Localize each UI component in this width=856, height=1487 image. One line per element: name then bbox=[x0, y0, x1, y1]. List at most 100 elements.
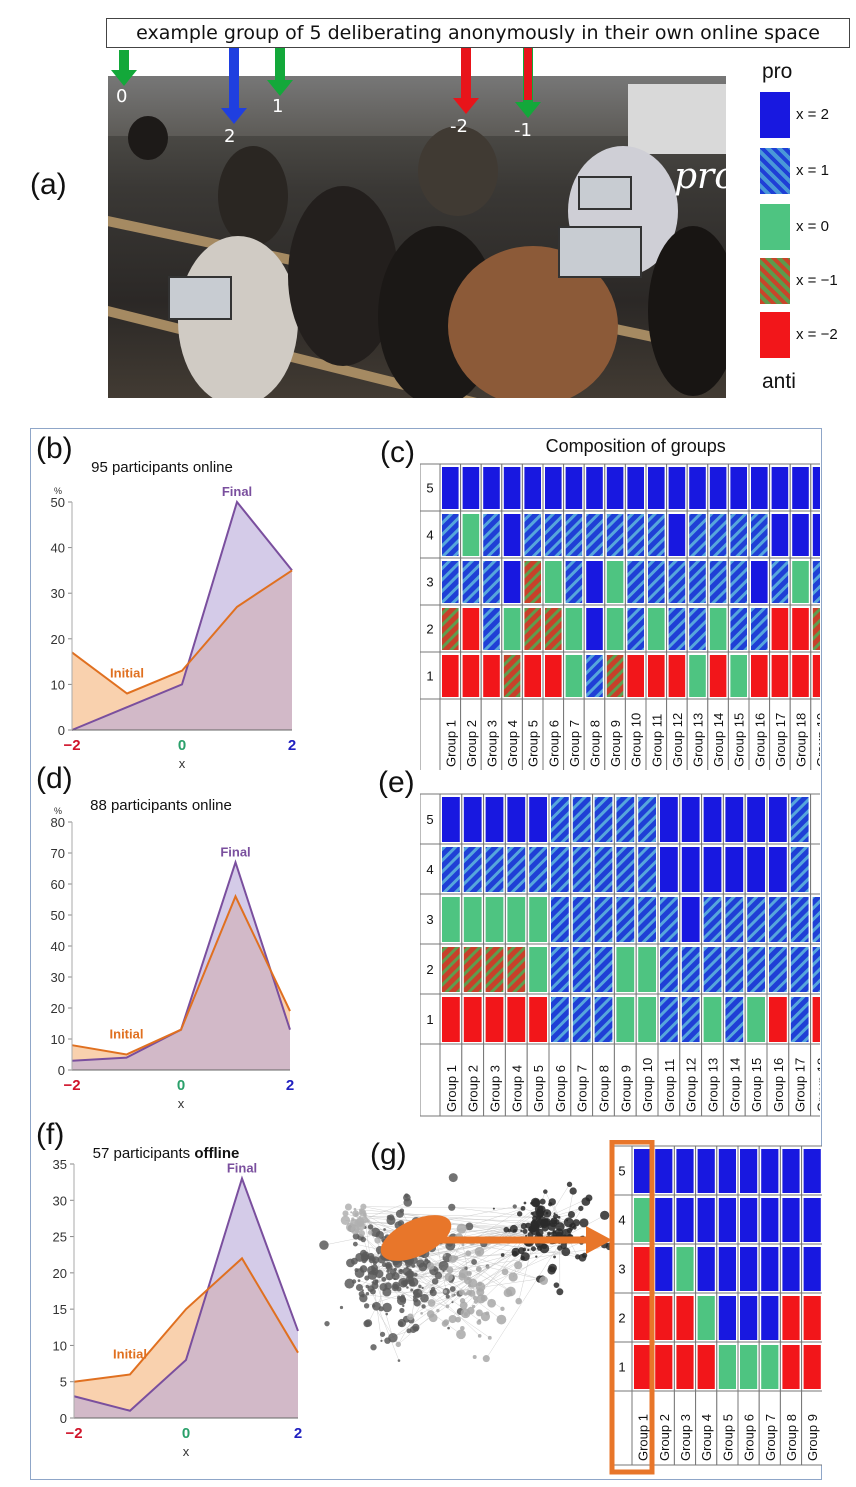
member-block bbox=[627, 655, 644, 697]
network-node bbox=[451, 1295, 454, 1298]
member-block bbox=[703, 847, 722, 892]
group-label: Group 12 bbox=[670, 713, 685, 767]
member-block bbox=[507, 947, 526, 992]
network-node bbox=[561, 1247, 571, 1257]
group-label: Group 15 bbox=[732, 713, 747, 767]
y-tick-label: 0 bbox=[58, 1063, 65, 1078]
member-block bbox=[462, 467, 480, 509]
final-series-label: Final bbox=[222, 484, 252, 499]
network-node bbox=[412, 1295, 417, 1299]
network-node bbox=[340, 1215, 351, 1225]
network-node bbox=[354, 1218, 364, 1228]
member-block bbox=[463, 897, 482, 942]
member-block bbox=[551, 997, 569, 1042]
member-block bbox=[730, 608, 747, 650]
group-label: Group 6 bbox=[742, 1414, 757, 1461]
row-label: 3 bbox=[426, 912, 433, 927]
network-node bbox=[528, 1227, 533, 1232]
member-block bbox=[442, 514, 459, 556]
member-block bbox=[782, 1345, 800, 1389]
member-block bbox=[616, 847, 635, 892]
network-node bbox=[399, 1269, 403, 1273]
member-block bbox=[709, 561, 727, 603]
member-block bbox=[483, 514, 500, 556]
member-block bbox=[594, 947, 613, 992]
member-block bbox=[740, 1198, 758, 1242]
member-block bbox=[638, 997, 656, 1042]
y-tick-label: 0 bbox=[60, 1411, 67, 1426]
member-block bbox=[751, 467, 768, 509]
member-cell bbox=[810, 843, 820, 895]
member-block bbox=[792, 655, 809, 697]
group-label: Group 7 bbox=[763, 1414, 778, 1461]
network-node bbox=[442, 1270, 445, 1273]
network-node bbox=[463, 1312, 468, 1317]
member-block bbox=[747, 947, 765, 992]
network-node bbox=[500, 1253, 505, 1257]
member-block bbox=[740, 1345, 758, 1389]
network-node bbox=[385, 1272, 394, 1281]
network-node bbox=[539, 1198, 546, 1205]
group-label: Group 9 bbox=[608, 720, 623, 767]
network-node bbox=[413, 1299, 421, 1307]
network-node bbox=[441, 1320, 449, 1327]
x-tick-label: −2 bbox=[63, 1077, 80, 1094]
member-block bbox=[565, 608, 583, 650]
arrow-label-0: 0 bbox=[116, 86, 128, 107]
member-block bbox=[703, 897, 722, 942]
member-block bbox=[463, 997, 482, 1042]
member-block bbox=[730, 561, 747, 603]
network-node bbox=[407, 1313, 414, 1321]
network-node bbox=[409, 1279, 414, 1284]
chart-title: 95 participants online bbox=[91, 459, 233, 476]
network-node bbox=[467, 1306, 475, 1315]
member-block bbox=[718, 1149, 736, 1193]
member-block bbox=[771, 561, 789, 603]
member-block bbox=[790, 847, 809, 892]
member-block bbox=[769, 997, 787, 1042]
member-block bbox=[442, 608, 459, 650]
network-node bbox=[416, 1288, 420, 1292]
group-label: Group 12 bbox=[684, 1058, 699, 1112]
member-block bbox=[524, 561, 541, 603]
member-block bbox=[485, 947, 504, 992]
network-node bbox=[512, 1204, 517, 1209]
arrow-head-1 bbox=[221, 108, 247, 124]
network-node bbox=[520, 1229, 523, 1232]
network-node bbox=[478, 1319, 481, 1322]
member-block bbox=[572, 797, 591, 842]
group-label-cell bbox=[801, 1390, 822, 1466]
member-block bbox=[751, 561, 768, 603]
member-block bbox=[524, 608, 541, 650]
member-block bbox=[648, 655, 665, 697]
network-node bbox=[378, 1306, 384, 1312]
laptop bbox=[558, 226, 642, 278]
row-label: 1 bbox=[426, 669, 433, 684]
network-node bbox=[402, 1304, 405, 1308]
network-node bbox=[403, 1198, 413, 1207]
member-block bbox=[761, 1247, 779, 1291]
final-area bbox=[72, 862, 290, 1070]
network-node bbox=[420, 1312, 423, 1315]
member-block bbox=[812, 608, 820, 650]
classroom-photo: prompt bbox=[108, 76, 726, 398]
member-block bbox=[660, 897, 678, 942]
network-node bbox=[535, 1215, 541, 1221]
member-block bbox=[725, 997, 744, 1042]
member-block bbox=[730, 655, 747, 697]
network-node bbox=[480, 1294, 488, 1302]
network-node bbox=[451, 1301, 454, 1304]
panel-label-b: (b) bbox=[36, 432, 73, 465]
row-label: 3 bbox=[426, 575, 433, 590]
network-node bbox=[511, 1250, 518, 1257]
member-block bbox=[689, 561, 706, 603]
network-node bbox=[517, 1247, 525, 1255]
network-node bbox=[458, 1272, 466, 1281]
group-label: Group 8 bbox=[597, 1065, 612, 1112]
member-block bbox=[668, 608, 686, 650]
initial-line bbox=[73, 1256, 299, 1383]
network-node bbox=[351, 1218, 354, 1222]
network-node bbox=[388, 1332, 398, 1343]
member-block bbox=[803, 1247, 821, 1291]
